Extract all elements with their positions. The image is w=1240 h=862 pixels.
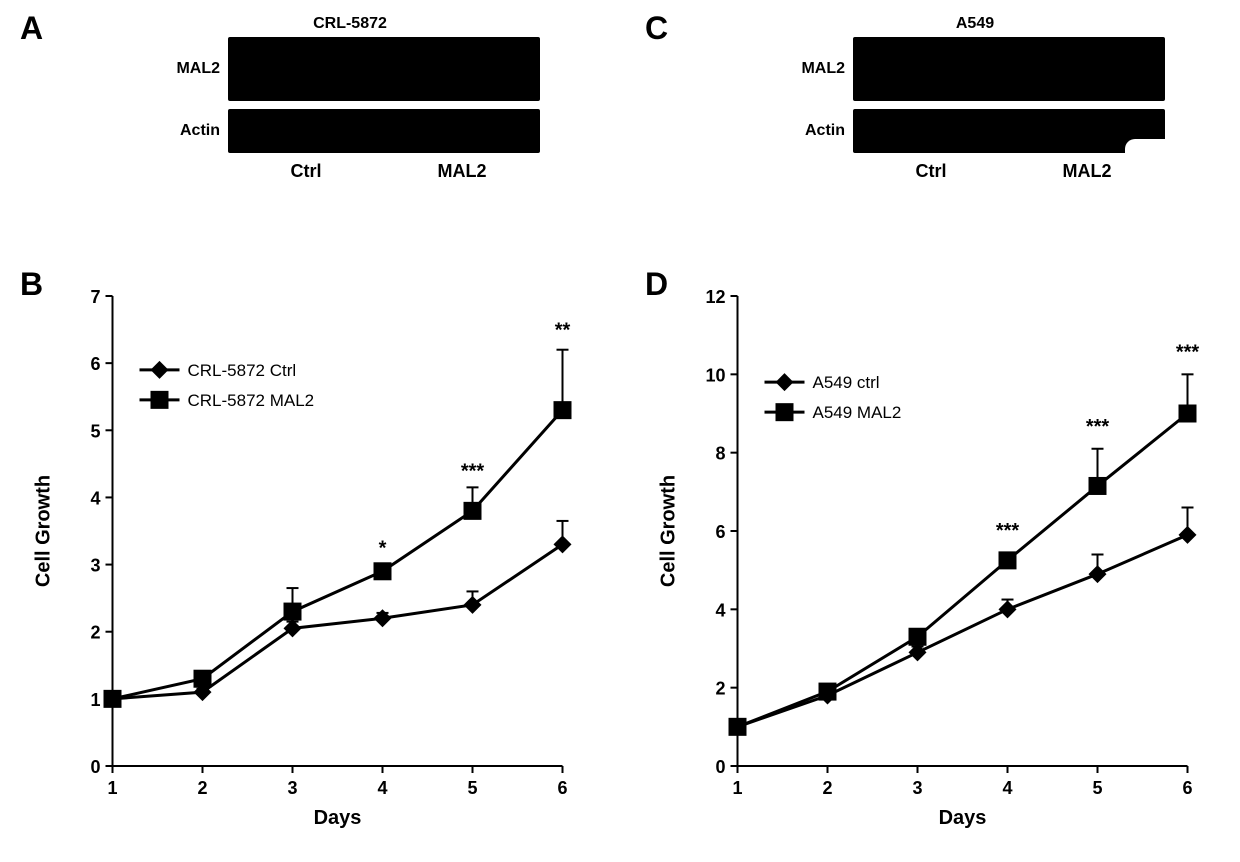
panel-d: D 024681012123456DaysCell Growth********…	[645, 266, 1220, 836]
panel-c-blot: A549 MAL2 Actin Ctrl MAL2	[785, 15, 1165, 182]
figure-container: A CRL-5872 MAL2 Actin Ctrl MAL2 C A549 M…	[0, 0, 1240, 862]
blot-label-mal2: MAL2	[160, 60, 220, 78]
svg-text:Cell Growth: Cell Growth	[33, 475, 55, 587]
svg-text:**: **	[555, 319, 571, 341]
svg-text:6: 6	[557, 778, 567, 798]
svg-text:6: 6	[715, 522, 725, 542]
svg-text:7: 7	[90, 287, 100, 307]
svg-text:4: 4	[1002, 778, 1012, 798]
blot-row-mal2-c: MAL2	[785, 37, 1165, 101]
lane-mal2-c: MAL2	[1009, 161, 1165, 182]
panel-c-lanes: Ctrl MAL2	[853, 161, 1165, 182]
svg-text:8: 8	[715, 444, 725, 464]
svg-text:4: 4	[715, 600, 725, 620]
blot-label-mal2-c: MAL2	[785, 60, 845, 78]
svg-text:CRL-5872 MAL2: CRL-5872 MAL2	[188, 391, 315, 410]
svg-text:4: 4	[377, 778, 387, 798]
panel-c: C A549 MAL2 Actin Ctrl MAL2	[645, 10, 1220, 240]
svg-text:2: 2	[822, 778, 832, 798]
panel-b: B 01234567123456DaysCell Growth******CRL…	[20, 266, 595, 836]
svg-text:10: 10	[705, 365, 725, 385]
panel-d-chart: 024681012123456DaysCell Growth*********A…	[645, 266, 1220, 836]
svg-text:CRL-5872 Ctrl: CRL-5872 Ctrl	[188, 361, 297, 380]
svg-text:Days: Days	[939, 807, 987, 829]
blot-row-actin: Actin	[160, 109, 540, 153]
svg-text:***: ***	[996, 520, 1020, 542]
blot-band-mal2	[228, 37, 540, 101]
lane-ctrl: Ctrl	[228, 161, 384, 182]
panel-a-lanes: Ctrl MAL2	[228, 161, 540, 182]
panel-d-label: D	[645, 266, 668, 303]
blot-band-mal2-c	[853, 37, 1165, 101]
panel-a-label: A	[20, 10, 43, 47]
panel-c-title: A549	[785, 15, 1165, 33]
svg-text:6: 6	[90, 354, 100, 374]
svg-text:5: 5	[467, 778, 477, 798]
svg-text:0: 0	[715, 757, 725, 777]
svg-text:***: ***	[1086, 416, 1110, 438]
panel-a: A CRL-5872 MAL2 Actin Ctrl MAL2	[20, 10, 595, 240]
svg-text:5: 5	[1092, 778, 1102, 798]
panel-a-blot: CRL-5872 MAL2 Actin Ctrl MAL2	[160, 15, 540, 182]
svg-text:Days: Days	[314, 807, 362, 829]
svg-text:2: 2	[715, 679, 725, 699]
blot-label-actin: Actin	[160, 122, 220, 140]
svg-text:1: 1	[90, 690, 100, 710]
panel-a-title: CRL-5872	[160, 15, 540, 33]
svg-text:A549 MAL2: A549 MAL2	[813, 403, 902, 422]
panel-b-chart: 01234567123456DaysCell Growth******CRL-5…	[20, 266, 595, 836]
svg-text:12: 12	[705, 287, 725, 307]
svg-text:1: 1	[732, 778, 742, 798]
svg-text:2: 2	[197, 778, 207, 798]
svg-text:A549 ctrl: A549 ctrl	[813, 373, 880, 392]
svg-text:0: 0	[90, 757, 100, 777]
svg-text:3: 3	[287, 778, 297, 798]
svg-text:*: *	[379, 538, 387, 560]
lane-mal2: MAL2	[384, 161, 540, 182]
lane-ctrl-c: Ctrl	[853, 161, 1009, 182]
svg-text:Cell Growth: Cell Growth	[658, 475, 680, 587]
svg-text:1: 1	[107, 778, 117, 798]
svg-text:***: ***	[461, 460, 485, 482]
svg-text:3: 3	[90, 556, 100, 576]
svg-text:2: 2	[90, 623, 100, 643]
svg-text:3: 3	[912, 778, 922, 798]
svg-text:5: 5	[90, 421, 100, 441]
blot-label-actin-c: Actin	[785, 122, 845, 140]
panel-b-label: B	[20, 266, 43, 303]
panel-c-label: C	[645, 10, 668, 47]
svg-text:***: ***	[1176, 342, 1200, 364]
svg-text:4: 4	[90, 488, 100, 508]
svg-text:6: 6	[1182, 778, 1192, 798]
blot-band-actin	[228, 109, 540, 153]
blot-row-actin-c: Actin	[785, 109, 1165, 153]
blot-band-actin-c	[853, 109, 1165, 153]
blot-row-mal2: MAL2	[160, 37, 540, 101]
